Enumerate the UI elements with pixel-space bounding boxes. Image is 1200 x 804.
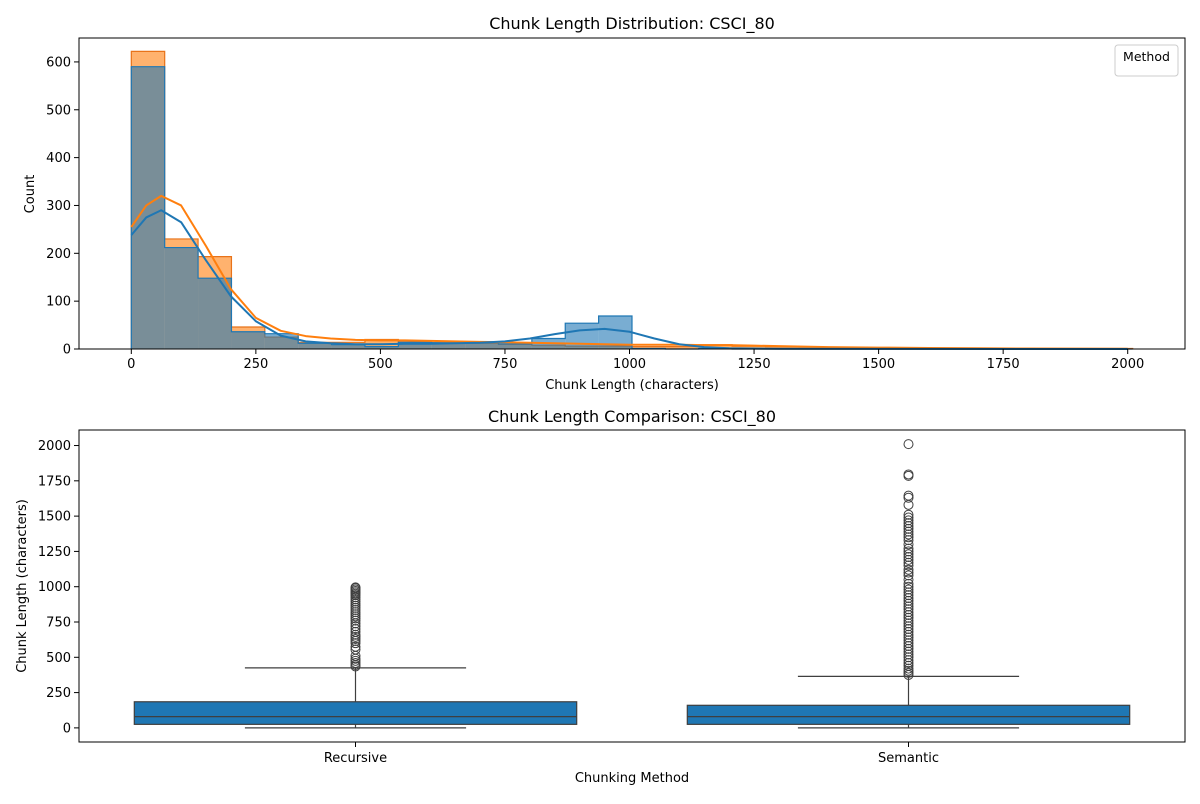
y-tick-label: 200 [46,247,71,262]
histogram-title: Chunk Length Distribution: CSCI_80 [489,14,775,34]
boxplot-title: Chunk Length Comparison: CSCI_80 [488,407,776,427]
x-tick-label: 1750 [987,357,1020,372]
boxplot-x-ticks: Recursive Semantic [324,742,939,766]
histogram-bars [131,51,1132,349]
legend-title: Method [1123,49,1170,64]
x-tick-label: 250 [243,357,268,372]
histogram-y-axis-label: Count [23,175,38,214]
histogram-bar [498,344,531,349]
x-tick-label: 750 [493,357,518,372]
histogram-plot-frame [79,38,1185,349]
histogram-bar [298,343,331,349]
x-tick-label: 0 [127,357,135,372]
y-tick-label: 1250 [38,545,71,560]
y-tick-label: 100 [46,295,71,310]
y-tick-label: 0 [63,343,71,358]
outlier-point [904,500,913,509]
histogram-series-1 [131,67,1132,349]
box-semantic [687,440,1129,728]
y-tick-label: 0 [63,721,71,736]
box-iqr [134,702,576,725]
histogram-bar [332,345,365,349]
histogram-bar [165,248,198,349]
x-tick-label: Recursive [324,751,387,766]
legend: Method [1115,45,1178,76]
y-tick-label: 750 [46,616,71,631]
y-tick-label: 600 [46,55,71,70]
outlier-point [904,493,913,502]
histogram-x-axis-label: Chunk Length (characters) [545,378,719,393]
y-tick-label: 250 [46,686,71,701]
y-tick-label: 500 [46,103,71,118]
x-tick-label: 2000 [1111,357,1144,372]
boxplot-boxes [134,440,1129,728]
histogram-bar [131,67,164,349]
histogram-bar [565,323,598,349]
y-tick-label: 300 [46,199,71,214]
histogram-bar [231,332,264,349]
box-iqr [687,705,1129,724]
box-recursive [134,583,576,728]
x-tick-label: Semantic [878,751,939,766]
x-tick-label: 1000 [613,357,646,372]
boxplot-panel: Chunk Length Comparison: CSCI_80 Recursi… [15,407,1185,786]
x-tick-label: 500 [368,357,393,372]
histogram-x-ticks: 0 250 500 750 1000 1250 1500 1750 2000 [127,349,1144,372]
y-tick-label: 1500 [38,510,71,525]
outlier-point [904,491,913,500]
y-tick-label: 1000 [38,580,71,595]
y-tick-label: 2000 [38,439,71,454]
boxplot-x-axis-label: Chunking Method [575,771,689,786]
x-tick-label: 1500 [862,357,895,372]
histogram-step-outline [131,51,1132,349]
y-tick-label: 1750 [38,474,71,489]
boxplot-y-axis-label: Chunk Length (characters) [15,499,30,673]
boxplot-y-ticks: 0 250 500 750 1000 1250 1500 1750 2000 [38,439,79,736]
y-tick-label: 400 [46,151,71,166]
boxplot-plot-frame [79,430,1185,742]
x-tick-label: 1250 [738,357,771,372]
histogram-panel: Chunk Length Distribution: CSCI_80 0 250 5… [23,14,1185,393]
y-tick-label: 500 [46,651,71,666]
histogram-step-outline [131,67,1132,349]
histogram-series-0 [131,51,1132,349]
histogram-y-ticks: 0 100 200 300 400 500 600 [46,55,79,357]
outlier-point [904,440,913,449]
